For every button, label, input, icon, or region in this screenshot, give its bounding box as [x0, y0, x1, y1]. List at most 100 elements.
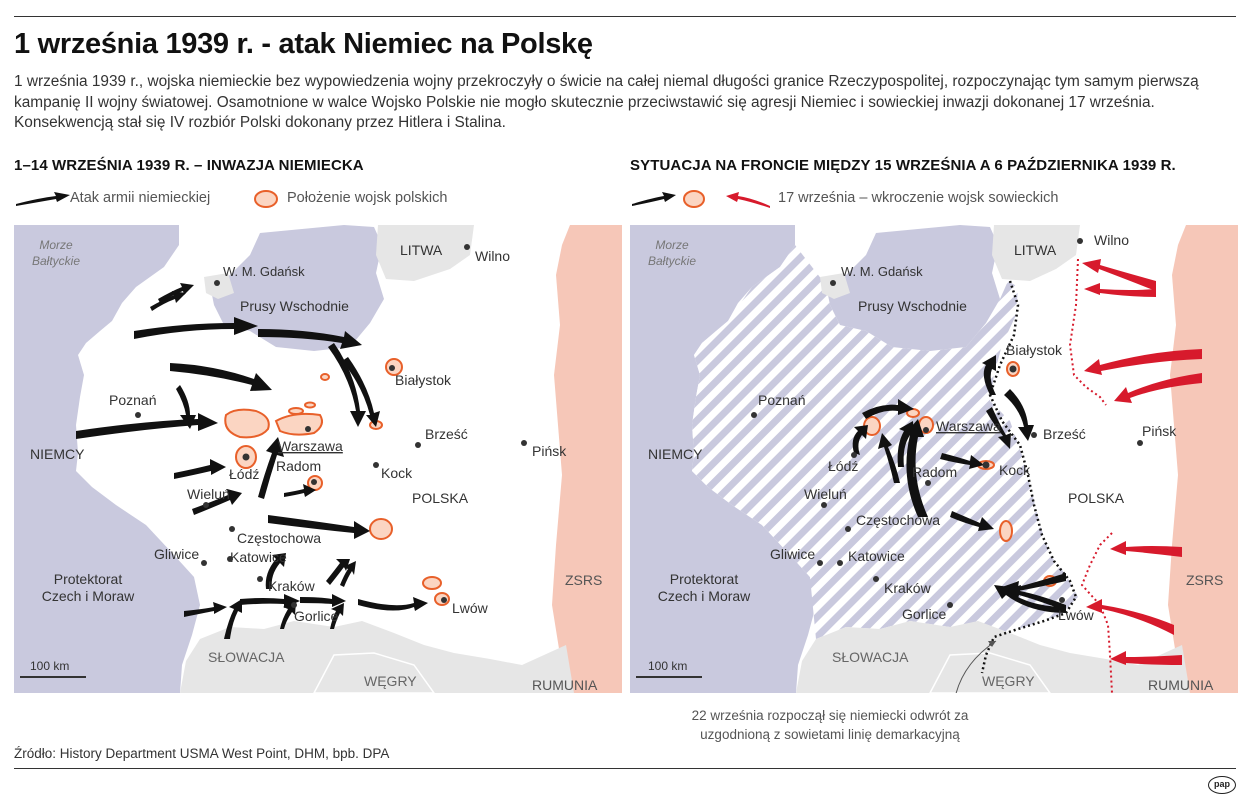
slovakia-label: SŁOWACJA	[832, 649, 909, 665]
romania-label: RUMUNIA	[532, 677, 598, 693]
sea-label-line2: Bałtyckie	[32, 254, 80, 268]
katowice-label: Katowice	[230, 549, 287, 565]
sea-label-line1: Morze	[39, 238, 73, 252]
soviet-line-north	[1068, 258, 1107, 406]
lithuania-label: LITWA	[1014, 242, 1057, 258]
protectorate-label-line2: Czech i Moraw	[42, 588, 135, 604]
city-dots	[135, 244, 527, 608]
lodz-label: Łódź	[828, 458, 858, 474]
top-rule	[14, 16, 1236, 17]
gorlice-label: Gorlice	[294, 608, 339, 624]
legend-german-attack-label: Atak armii niemieckiej	[70, 190, 211, 206]
danzig-region	[820, 273, 850, 299]
polish-forces	[863, 361, 1057, 587]
hungary-label: WĘGRY	[982, 673, 1035, 689]
danzig-region	[204, 273, 234, 299]
danzig-label: W. M. Gdańsk	[223, 264, 305, 279]
brzesc-label: Brześć	[1043, 426, 1086, 442]
german-attack-arrows	[852, 355, 1066, 613]
german-occupied-area	[692, 245, 1078, 663]
protectorate-label-line2: Czech i Moraw	[658, 588, 751, 604]
gliwice-label: Gliwice	[770, 546, 815, 562]
polish-forces-icon	[683, 190, 705, 208]
east-prussia-region	[826, 225, 1000, 351]
scale-bar	[636, 676, 702, 678]
annotation-pointer-head	[988, 641, 996, 647]
page-title: 1 września 1939 r. - atak Niemiec na Pol…	[14, 28, 593, 60]
poznan-label: Poznań	[109, 392, 156, 408]
gliwice-label: Gliwice	[154, 546, 199, 562]
wielun-label: Wieluń	[804, 486, 847, 502]
east-prussia-region	[210, 225, 384, 351]
scale-label: 100 km	[30, 659, 69, 673]
lithuania-region	[376, 225, 474, 281]
lodz-label: Łódź	[229, 466, 259, 482]
east-prussia-label: Prusy Wschodnie	[858, 298, 967, 314]
intro-paragraph: 1 września 1939 r., wojska niemieckie be…	[14, 73, 1199, 131]
hungary-region	[313, 652, 435, 693]
soviet-line-south	[1080, 532, 1113, 693]
warszawa-label: Warszawa	[936, 418, 1001, 434]
bottom-rule	[14, 768, 1236, 769]
legend-soviet-label: 17 września – wkroczenie wojsk sowieckic…	[778, 190, 1059, 206]
pinsk-label: Pińsk	[532, 443, 567, 459]
polish-forces-icon	[254, 190, 278, 208]
lwow-label: Lwów	[1058, 607, 1095, 623]
germany-region	[14, 225, 200, 693]
lithuania-region	[992, 225, 1080, 281]
danzig-label: W. M. Gdańsk	[841, 264, 923, 279]
pap-logo: pap	[1208, 776, 1236, 794]
scale-bar	[20, 676, 86, 678]
krakow-label: Kraków	[268, 578, 316, 594]
czestochowa-label: Częstochowa	[237, 530, 321, 546]
legend-polish-forces-label: Położenie wojsk polskich	[287, 190, 448, 206]
right-panel-heading: SYTUACJA NA FRONCIE MIĘDZY 15 WRZEŚNIA A…	[630, 157, 1176, 174]
right-map: Morze Bałtyckie W. M. Gdańsk Prusy Wscho…	[630, 225, 1238, 693]
lithuania-label: LITWA	[400, 242, 443, 258]
slovakia-label: SŁOWACJA	[208, 649, 285, 665]
left-legend: Atak armii niemieckiej Położenie wojsk p…	[14, 188, 514, 210]
radom-label: Radom	[912, 464, 957, 480]
left-panel-heading: 1–14 WRZEŚNIA 1939 R. – INWAZJA NIEMIECK…	[14, 157, 364, 174]
romania-label: RUMUNIA	[1148, 677, 1214, 693]
protectorate-label-line1: Protektorat	[670, 571, 739, 587]
romania-region	[522, 645, 574, 693]
german-attack-arrows	[76, 283, 428, 639]
czestochowa-label: Częstochowa	[856, 512, 940, 528]
east-prussia-label: Prusy Wschodnie	[240, 298, 349, 314]
right-legend: 17 września – wkroczenie wojsk sowieckic…	[630, 188, 1230, 210]
demarcation-line	[980, 280, 1078, 674]
bialystok-label: Białystok	[1006, 342, 1063, 358]
demarcation-annotation: 22 września rozpoczął się niemiecki odwr…	[691, 708, 969, 742]
annotation-pointer	[955, 640, 997, 693]
wielun-label: Wieluń	[187, 486, 230, 502]
protectorate-label-line1: Protektorat	[54, 571, 123, 587]
zsrs-label: ZSRS	[1186, 572, 1223, 588]
attack-arrow-icon	[632, 192, 676, 206]
krakow-label: Kraków	[884, 580, 932, 596]
hungary-label: WĘGRY	[364, 673, 417, 689]
zsrs-label: ZSRS	[565, 572, 602, 588]
lwow-label: Lwów	[452, 600, 489, 616]
soviet-attack-arrows	[1082, 259, 1202, 665]
ussr-region	[1168, 225, 1238, 693]
kock-label: Kock	[381, 465, 413, 481]
scale-label: 100 km	[648, 659, 687, 673]
soviet-arrow-icon	[726, 192, 770, 208]
wilno-label: Wilno	[475, 248, 510, 264]
sea-label-line1: Morze	[655, 238, 689, 252]
sea-label-line2: Bałtyckie	[648, 254, 696, 268]
warszawa-label: Warszawa	[278, 438, 343, 454]
city-dots	[751, 238, 1143, 608]
polska-label: POLSKA	[412, 490, 469, 506]
pinsk-label: Pińsk	[1142, 423, 1177, 439]
left-map: Morze Bałtyckie W. M. Gdańsk Prusy Wscho…	[14, 225, 622, 693]
poznan-label: Poznań	[758, 392, 805, 408]
germany-label: NIEMCY	[30, 446, 85, 462]
germany-region	[630, 225, 816, 693]
germany-label: NIEMCY	[648, 446, 703, 462]
katowice-label: Katowice	[848, 548, 905, 564]
wilno-label: Wilno	[1094, 232, 1129, 248]
radom-label: Radom	[276, 458, 321, 474]
attack-arrow-icon	[16, 192, 70, 206]
